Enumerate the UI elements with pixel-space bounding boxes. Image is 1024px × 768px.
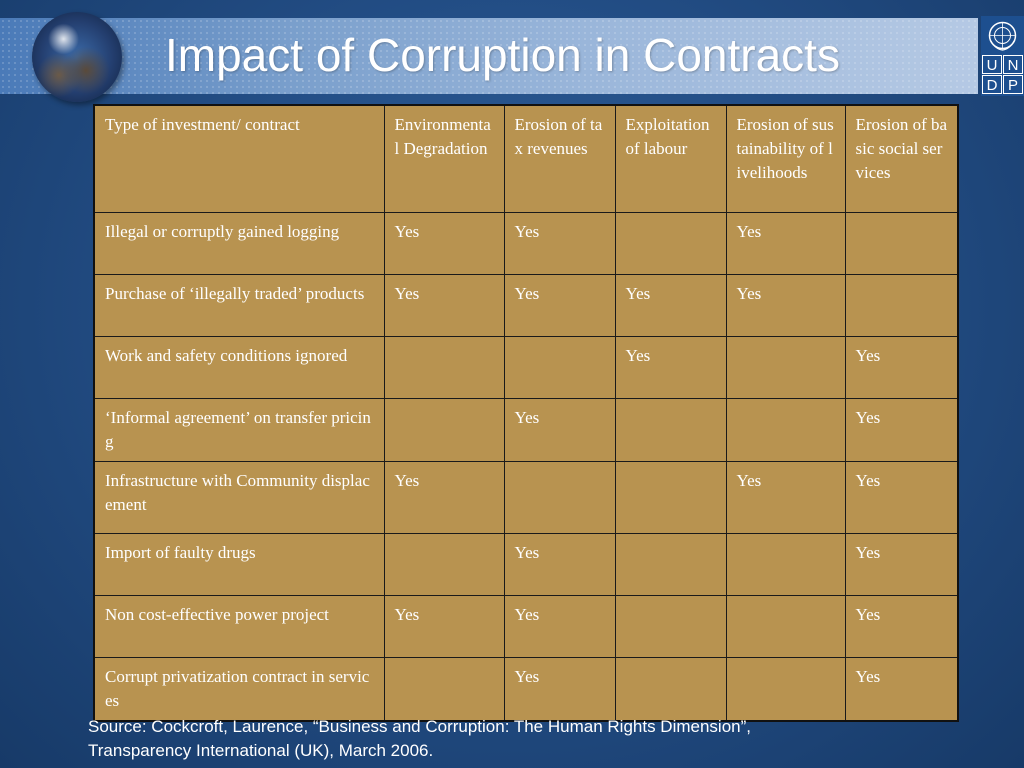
- table-cell: Yes: [503, 533, 616, 596]
- table-cell: [503, 461, 616, 534]
- table-cell: [383, 533, 505, 596]
- table-row: Non cost-effective power project Yes Yes…: [93, 595, 959, 658]
- table-cell: Yes: [844, 533, 959, 596]
- title-band: [0, 18, 978, 94]
- table-cell: Infrastructure with Community displaceme…: [93, 461, 385, 534]
- table-cell: Yes: [503, 274, 616, 337]
- header-erosion-livelihoods: Erosion of sustainability of livelihoods: [725, 104, 846, 213]
- undp-letter-p: P: [1003, 75, 1023, 94]
- table-row: Work and safety conditions ignored Yes Y…: [93, 336, 959, 399]
- table-cell: Yes: [844, 657, 959, 722]
- table-cell: Yes: [614, 274, 727, 337]
- table-cell: [503, 336, 616, 399]
- table-cell: [725, 533, 846, 596]
- table-cell: Yes: [383, 595, 505, 658]
- table-cell: Yes: [844, 461, 959, 534]
- table-cell: Illegal or corruptly gained logging: [93, 212, 385, 275]
- table-cell: Yes: [383, 461, 505, 534]
- table-cell: Import of faulty drugs: [93, 533, 385, 596]
- table-cell: Yes: [725, 212, 846, 275]
- table-cell: Work and safety conditions ignored: [93, 336, 385, 399]
- table-row: Purchase of ‘illegally traded’ products …: [93, 274, 959, 337]
- table-cell: Yes: [844, 336, 959, 399]
- table-cell: [383, 398, 505, 462]
- title-band-texture: [0, 18, 978, 94]
- table-cell: [383, 336, 505, 399]
- table-cell: [725, 657, 846, 722]
- table-cell: Yes: [383, 212, 505, 275]
- table-cell: [844, 212, 959, 275]
- table-cell: Purchase of ‘illegally traded’ products: [93, 274, 385, 337]
- undp-letter-n: N: [1003, 55, 1023, 74]
- table-cell: [844, 274, 959, 337]
- table-cell: [614, 657, 727, 722]
- table-cell: Yes: [503, 595, 616, 658]
- table-row: Infrastructure with Community displaceme…: [93, 461, 959, 534]
- header-investment-type: Type of investment/ contract: [93, 104, 385, 213]
- table-cell: [725, 398, 846, 462]
- table-row: ‘Informal agreement’ on transfer pricing…: [93, 398, 959, 462]
- table-header-row: Type of investment/ contract Environment…: [93, 104, 959, 213]
- table-cell: [614, 533, 727, 596]
- table-cell: Yes: [725, 274, 846, 337]
- table-cell: Corrupt privatization contract in servic…: [93, 657, 385, 722]
- table-cell: Yes: [844, 398, 959, 462]
- table-row: Import of faulty drugs Yes Yes: [93, 533, 959, 596]
- source-citation: Source: Cockcroft, Laurence, “Business a…: [88, 715, 988, 763]
- undp-logo: U N D P: [981, 16, 1024, 96]
- source-line-2: Transparency International (UK), March 2…: [88, 741, 434, 760]
- table-cell: Non cost-effective power project: [93, 595, 385, 658]
- table-cell: Yes: [503, 657, 616, 722]
- table-cell: Yes: [383, 274, 505, 337]
- header-exploitation-labour: Exploitation of labour: [614, 104, 727, 213]
- table-row: Corrupt privatization contract in servic…: [93, 657, 959, 722]
- globe-icon: [32, 12, 122, 102]
- table-cell: Yes: [614, 336, 727, 399]
- undp-letter-d: D: [982, 75, 1002, 94]
- slide-title: Impact of Corruption in Contracts: [165, 29, 840, 81]
- table-cell: [725, 595, 846, 658]
- header-erosion-social-services: Erosion of basic social services: [844, 104, 959, 213]
- header-environmental-degradation: Environmental Degradation: [383, 104, 505, 213]
- table-cell: [614, 212, 727, 275]
- header-erosion-tax-revenues: Erosion of tax revenues: [503, 104, 616, 213]
- undp-letter-u: U: [982, 55, 1002, 74]
- table-cell: Yes: [844, 595, 959, 658]
- table-cell: [614, 595, 727, 658]
- impact-table: Type of investment/ contract Environment…: [93, 104, 959, 722]
- un-emblem-icon: [988, 21, 1017, 51]
- table-cell: ‘Informal agreement’ on transfer pricing: [93, 398, 385, 462]
- table-cell: [614, 461, 727, 534]
- table-cell: Yes: [725, 461, 846, 534]
- source-line-1: Source: Cockcroft, Laurence, “Business a…: [88, 717, 751, 736]
- table-row: Illegal or corruptly gained logging Yes …: [93, 212, 959, 275]
- table-cell: [614, 398, 727, 462]
- table-cell: Yes: [503, 398, 616, 462]
- table-cell: [383, 657, 505, 722]
- table-cell: Yes: [503, 212, 616, 275]
- table-cell: [725, 336, 846, 399]
